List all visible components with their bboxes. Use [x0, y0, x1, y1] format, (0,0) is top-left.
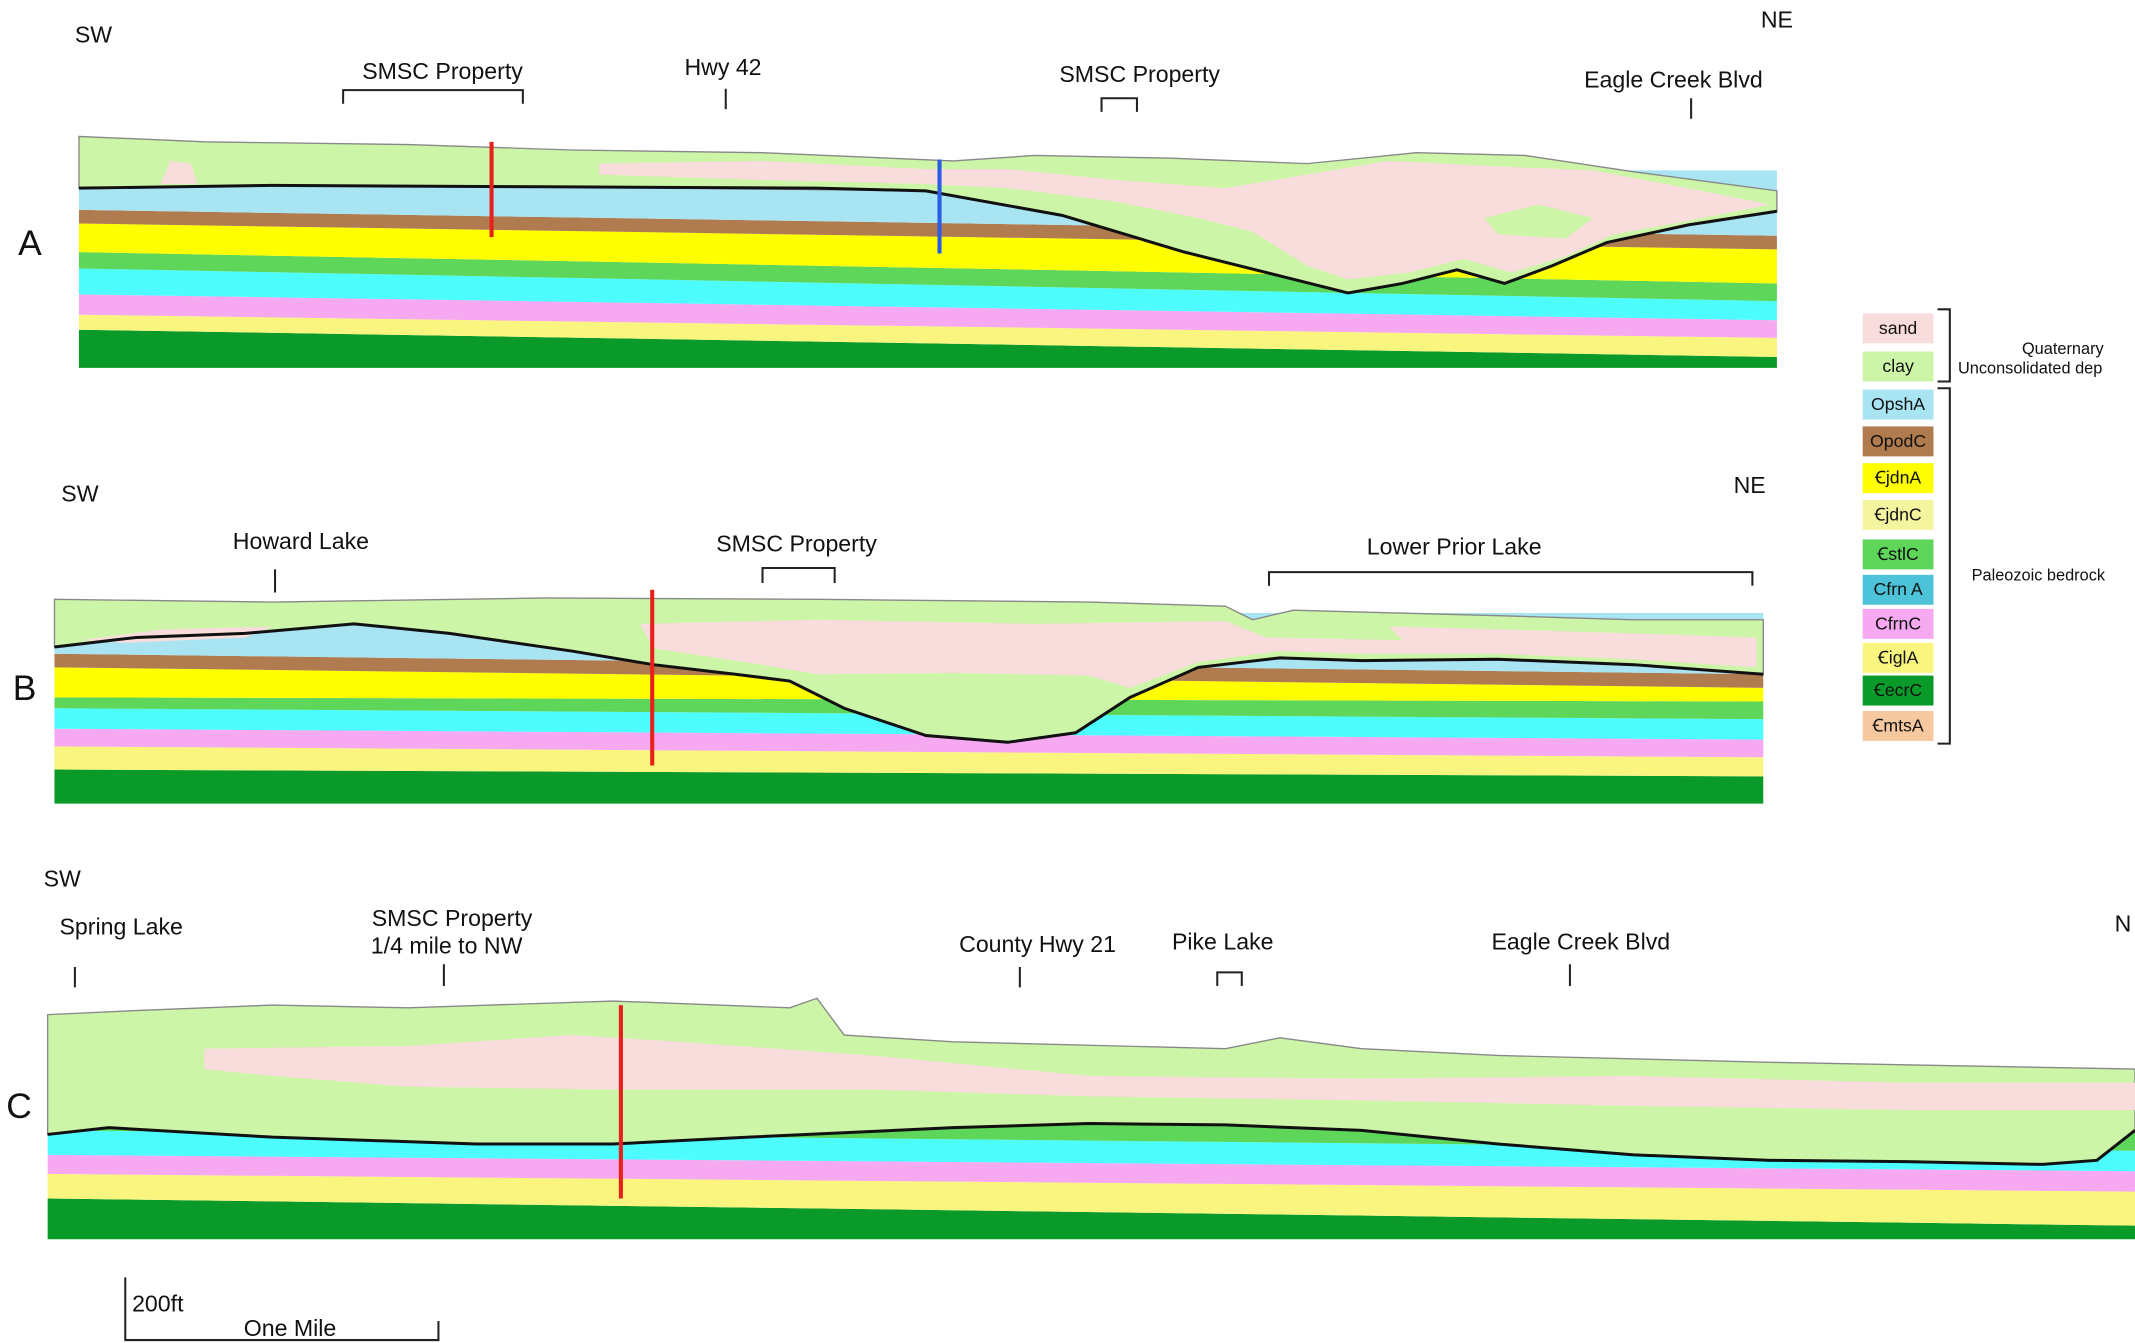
landmark: Howard Lake: [233, 528, 369, 554]
landmark: Lower Prior Lake: [1367, 533, 1542, 559]
legend-swatch: [1862, 426, 1934, 457]
landmark: Pike Lake: [1172, 928, 1274, 954]
legend-label: ꞒecrC: [1873, 680, 1922, 700]
group-label: Quaternary: [2022, 340, 2105, 358]
legend-swatch: [1862, 351, 1934, 382]
direction: SW: [44, 866, 81, 892]
legend-label: clay: [1882, 356, 1914, 376]
group-label: Unconsolidated dep: [1958, 359, 2102, 377]
section-label: B: [13, 668, 37, 708]
scale-length: One Mile: [244, 1315, 337, 1341]
scale-bar: 200ft One Mile: [124, 1277, 440, 1342]
legend: Quaternary Unconsolidated dep Paleozoic …: [1862, 308, 2106, 745]
scale-height: 200ft: [132, 1290, 184, 1316]
legend-label: ꞒiglA: [1877, 647, 1919, 667]
legend-swatch: [1862, 710, 1934, 741]
direction: SW: [75, 21, 112, 47]
legend-label: ꞒjdnC: [1873, 504, 1921, 524]
direction: NE: [1761, 6, 1793, 32]
legend-swatch: [1862, 463, 1934, 494]
direction: NE: [1734, 472, 1766, 498]
section-b: B SW NE Howard Lake SMSC Property Lower …: [13, 472, 1766, 804]
legend-swatch: [1862, 574, 1934, 605]
legend-label: ꞒmtsA: [1871, 715, 1923, 735]
legend-label: OpshA: [1871, 394, 1925, 414]
legend-label: ꞒstlC: [1876, 544, 1919, 564]
landmark: 1/4 mile to NW: [371, 932, 523, 958]
landmark: SMSC Property: [716, 531, 877, 557]
landmark: Eagle Creek Blvd: [1584, 66, 1763, 92]
landmark: SMSC Property: [362, 58, 523, 84]
legend-swatch: [1862, 389, 1934, 420]
landmark: SMSC Property: [372, 905, 533, 931]
legend-swatch: [1862, 499, 1934, 530]
legend-swatch: [1862, 313, 1934, 344]
legend-swatch: [1862, 675, 1934, 706]
section-a: A SW NE SMSC Property Hwy 42 SMSC Proper…: [18, 6, 1793, 368]
legend-swatch: [1862, 642, 1934, 673]
section-label: C: [6, 1086, 32, 1126]
legend-label: sand: [1879, 318, 1917, 338]
landmark: Hwy 42: [684, 54, 761, 80]
legend-swatch: [1862, 608, 1934, 639]
landmark: SMSC Property: [1059, 61, 1220, 87]
landmark: County Hwy 21: [959, 931, 1116, 957]
legend-label: CfrnC: [1875, 613, 1921, 633]
legend-label: OpodC: [1870, 431, 1926, 451]
section-label: A: [18, 223, 42, 263]
legend-swatch: [1862, 539, 1934, 570]
legend-label: Cfrn A: [1874, 579, 1923, 599]
legend-label: ꞒjdnA: [1874, 468, 1921, 488]
group-label: Paleozoic bedrock: [1972, 566, 2106, 584]
direction: SW: [61, 480, 98, 506]
landmark: Eagle Creek Blvd: [1491, 928, 1670, 954]
direction: N: [2115, 911, 2132, 937]
section-c: C SW N Spring Lake SMSC Property 1/4 mil…: [6, 866, 2135, 1240]
landmark: Spring Lake: [59, 913, 182, 939]
